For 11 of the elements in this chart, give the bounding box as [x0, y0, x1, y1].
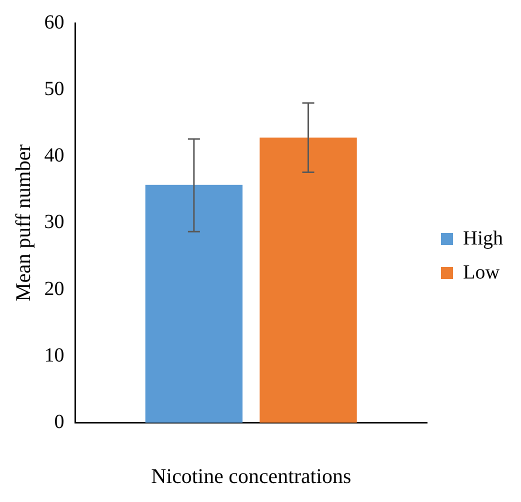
y-tick-label: 60	[44, 11, 64, 34]
y-tick-label: 50	[44, 78, 64, 100]
legend-label: Low	[463, 261, 500, 284]
x-axis-title: Nicotine concentrations	[151, 464, 352, 488]
y-tick-label: 10	[44, 344, 64, 366]
y-tick-label: 20	[44, 278, 64, 300]
y-axis-title: Mean puff number	[11, 144, 36, 302]
legend-label: High	[463, 227, 503, 250]
y-tick-label: 0	[54, 411, 64, 434]
y-tick-label: 30	[44, 211, 64, 234]
y-tick-label: 40	[44, 144, 64, 167]
